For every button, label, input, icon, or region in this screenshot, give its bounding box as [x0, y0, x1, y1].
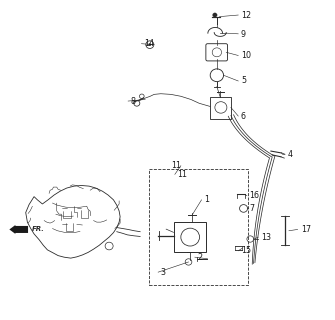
- Text: 9: 9: [241, 30, 246, 39]
- Bar: [149, 169, 248, 285]
- Text: 10: 10: [241, 51, 251, 60]
- Text: 14: 14: [144, 39, 154, 48]
- Text: 5: 5: [241, 76, 246, 85]
- Text: 3: 3: [161, 268, 166, 277]
- Text: 6: 6: [241, 112, 246, 121]
- Bar: [174, 222, 206, 252]
- Text: 12: 12: [241, 11, 251, 20]
- Text: 1: 1: [204, 195, 209, 204]
- Text: 2: 2: [198, 253, 203, 262]
- Bar: [210, 97, 231, 119]
- Text: 15: 15: [241, 246, 251, 255]
- Text: 16: 16: [249, 191, 259, 200]
- Text: 8: 8: [131, 97, 136, 106]
- Text: 17: 17: [301, 225, 311, 234]
- Text: 13: 13: [261, 233, 271, 242]
- Text: FR.: FR.: [31, 226, 44, 232]
- Text: 11: 11: [172, 161, 182, 170]
- Text: 7: 7: [249, 204, 254, 213]
- Circle shape: [148, 44, 151, 46]
- Text: 11: 11: [178, 170, 188, 179]
- FancyArrow shape: [9, 225, 28, 234]
- Circle shape: [212, 13, 217, 17]
- Text: 4: 4: [288, 150, 292, 159]
